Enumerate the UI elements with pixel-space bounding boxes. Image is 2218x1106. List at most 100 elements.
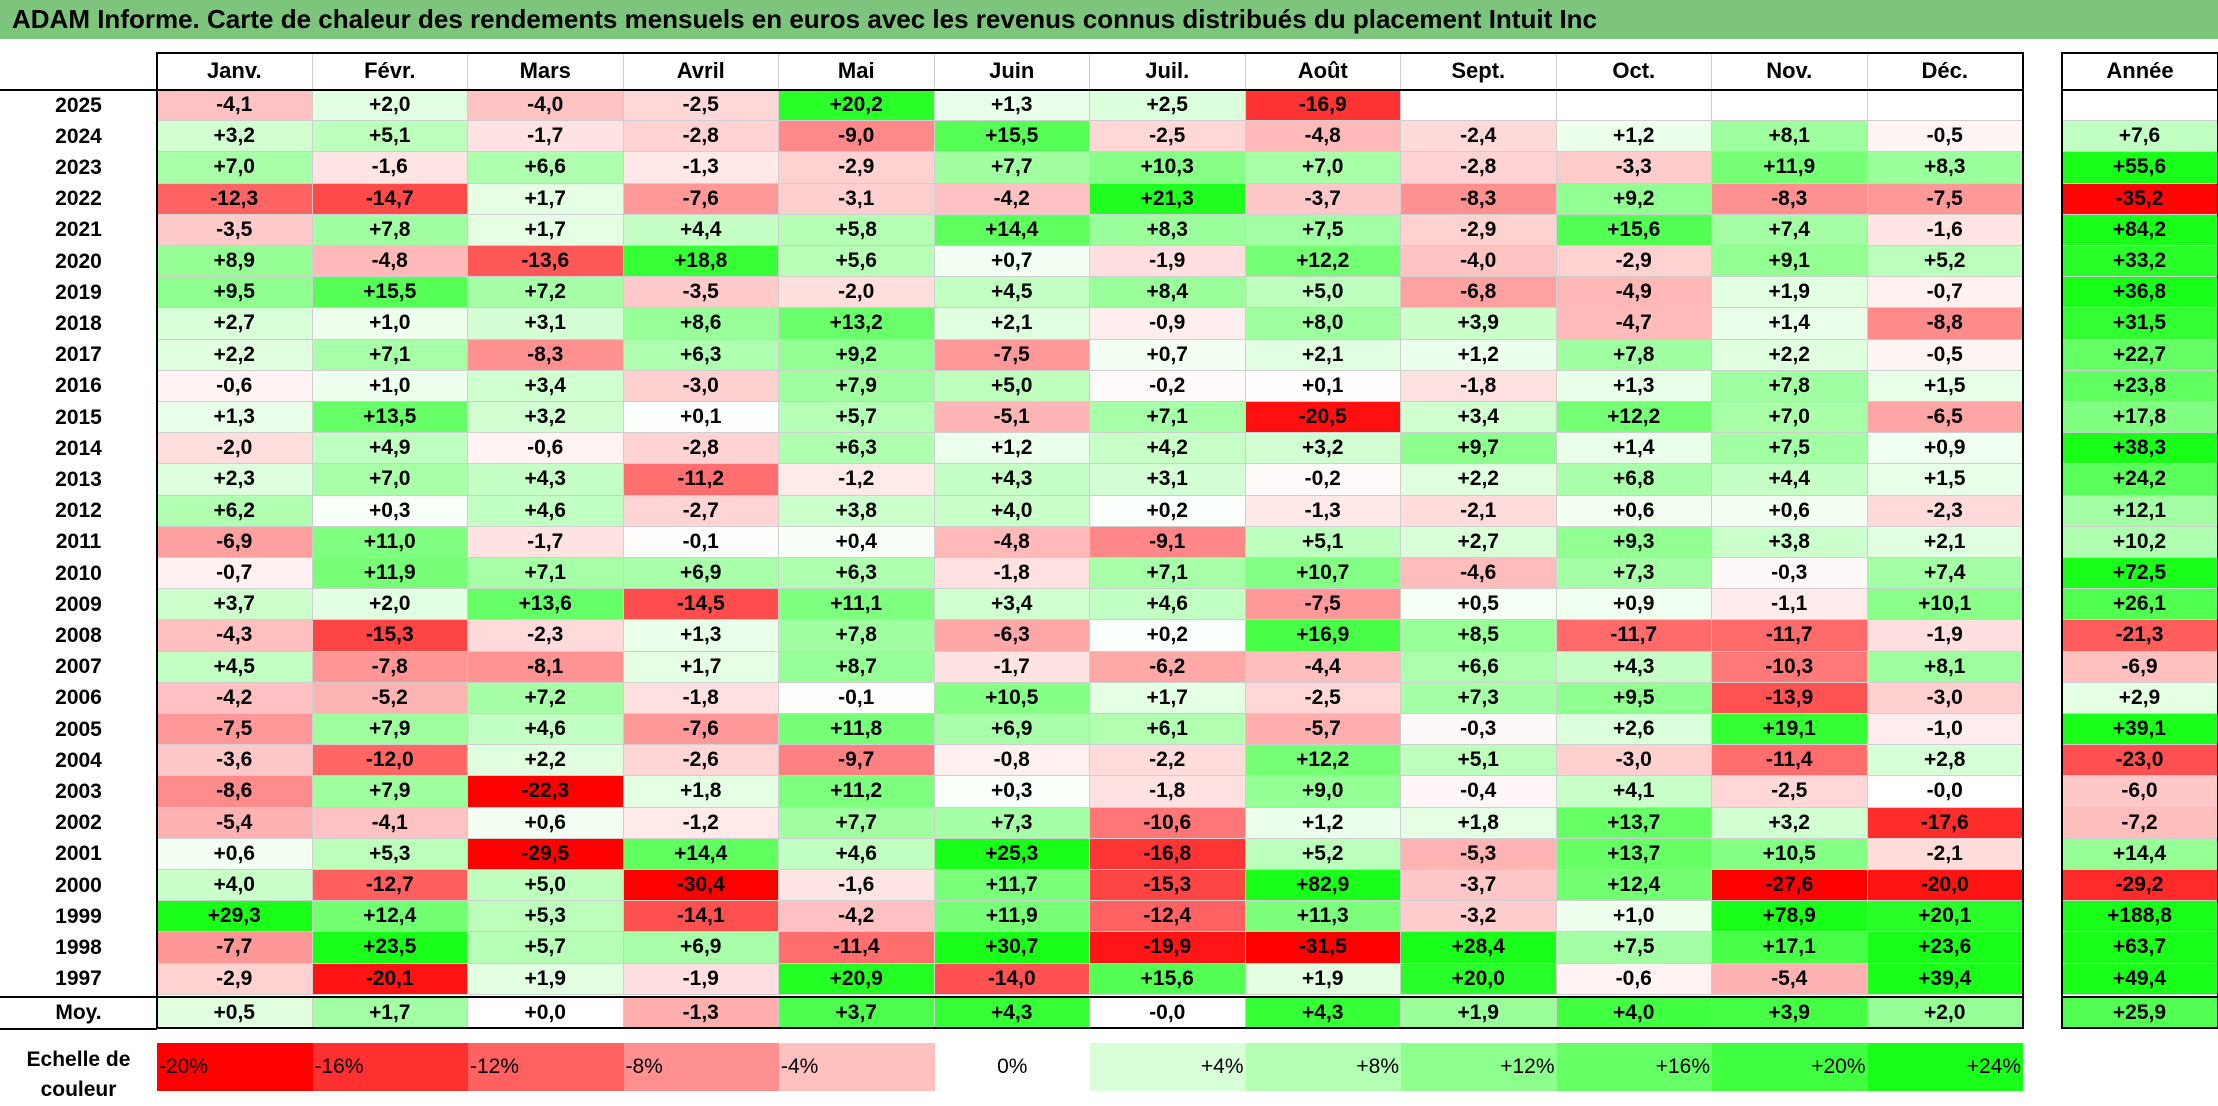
average-cell: +3,7 [779,997,935,1029]
heatmap-cell: +39,4 [1867,963,2023,995]
heatmap-cell: +8,9 [157,246,313,278]
heatmap-cell: +0,7 [1090,339,1246,371]
heatmap-cell: -2,6 [623,745,779,777]
heatmap-cell: -8,3 [1712,183,1868,215]
heatmap-cell: +12,2 [1245,745,1401,777]
average-cell: +3,9 [1712,997,1868,1029]
month-header: Avril [623,52,779,90]
heatmap-cell: -0,5 [1867,339,2023,371]
heatmap-cell: +7,0 [1245,152,1401,184]
year-label: 2015 [0,402,157,434]
heatmap-cell: +2,3 [157,464,313,496]
heatmap-cell: -0,3 [1401,714,1557,746]
heatmap-cell: +30,7 [934,932,1090,964]
heatmap-cell: -4,8 [312,246,468,278]
heatmap-cell: +0,6 [157,838,313,870]
heatmap-cell: +10,5 [1712,838,1868,870]
year-label: 2003 [0,776,157,808]
heatmap-cell: +0,2 [1090,495,1246,527]
year-total-cell: +36,8 [2061,277,2218,309]
heatmap-cell: -7,6 [623,183,779,215]
average-cell: +1,9 [1401,997,1557,1029]
heatmap-cell: -11,4 [779,932,935,964]
year-label: 2019 [0,277,157,309]
heatmap-cell: +3,1 [468,308,624,340]
heatmap-cell: +8,3 [1867,152,2023,184]
heatmap-cell: +11,9 [312,558,468,590]
heatmap-cell: +3,4 [1401,402,1557,434]
color-scale-label-value: +4% [1200,1055,1244,1078]
heatmap-cell: -17,6 [1867,807,2023,839]
heatmap-cell: +9,3 [1556,526,1712,558]
color-scale-swatch: -8% [623,1043,779,1091]
heatmap-cell: +5,2 [1867,246,2023,278]
year-label: 2006 [0,682,157,714]
heatmap-cell: +5,0 [1245,277,1401,309]
year-label: 1997 [0,963,157,995]
heatmap-cell: -5,2 [312,682,468,714]
heatmap-cell: -11,7 [1556,620,1712,652]
year-total-cell [2061,90,2218,122]
heatmap-cell: +9,2 [779,339,935,371]
heatmap-cell: +1,3 [157,402,313,434]
heatmap-cell: +11,9 [934,901,1090,933]
average-label: Moy. [0,997,157,1029]
heatmap-cell: +2,1 [934,308,1090,340]
heatmap-cell: +11,3 [1245,901,1401,933]
heatmap-cell: +21,3 [1090,183,1246,215]
year-total-cell: +26,1 [2061,589,2218,621]
heatmap-cell: -7,5 [934,339,1090,371]
heatmap-cell: +3,2 [157,121,313,153]
heatmap-cell: -7,5 [1245,589,1401,621]
heatmap-cell: +1,4 [1556,433,1712,465]
heatmap-cell: +14,4 [623,838,779,870]
heatmap-cell: +9,5 [1556,682,1712,714]
heatmap-cell: -3,7 [1245,183,1401,215]
year-label: 2013 [0,464,157,496]
color-scale-swatch: +16% [1556,1043,1712,1091]
color-scale-swatch: -12% [468,1043,624,1091]
heatmap-cell: -2,3 [1867,495,2023,527]
heatmap-cell: -1,8 [934,558,1090,590]
heatmap-cell: +15,6 [1556,214,1712,246]
heatmap-cell: +78,9 [1712,901,1868,933]
heatmap-cell: +1,0 [1556,901,1712,933]
heatmap-cell: +3,7 [157,589,313,621]
heatmap-cell: -0,7 [157,558,313,590]
heatmap-cell: -2,5 [1245,682,1401,714]
heatmap-cell: +0,9 [1556,589,1712,621]
color-scale-swatch: +24% [1867,1043,2023,1091]
year-total-cell: -6,9 [2061,651,2218,683]
heatmap-cell: +7,0 [157,152,313,184]
heatmap-cell: -3,5 [157,214,313,246]
year-label: 2008 [0,620,157,652]
heatmap-cell: -6,3 [934,620,1090,652]
heatmap-cell: -0,8 [934,745,1090,777]
heatmap-cell: +1,2 [1556,121,1712,153]
heatmap-cell: +4,4 [623,214,779,246]
heatmap-cell: +5,0 [468,870,624,902]
heatmap-cell: +2,2 [157,339,313,371]
color-scale-label-value: +24% [1966,1055,2021,1078]
year-label: 1999 [0,901,157,933]
heatmap-cell [1712,90,1868,122]
heatmap-cell: +5,3 [312,838,468,870]
heatmap-cell: +7,3 [934,807,1090,839]
heatmap-cell: -5,1 [934,402,1090,434]
month-header: Oct. [1556,52,1712,90]
heatmap-cell: +5,8 [779,214,935,246]
year-total-cell: +49,4 [2061,963,2218,995]
heatmap-cell: +6,3 [779,558,935,590]
average-cell: -0,0 [1090,997,1246,1029]
heatmap-cell: +11,2 [779,776,935,808]
heatmap-cell: +12,4 [1556,870,1712,902]
heatmap-cell: -7,6 [623,714,779,746]
year-total-cell: +84,2 [2061,214,2218,246]
heatmap-cell: -2,2 [1090,745,1246,777]
year-total-cell: +17,8 [2061,402,2218,434]
year-label: 2002 [0,807,157,839]
heatmap-cell: +11,9 [1712,152,1868,184]
month-header: Août [1245,52,1401,90]
year-total-cell: +14,4 [2061,838,2218,870]
heatmap-cell: +1,8 [623,776,779,808]
